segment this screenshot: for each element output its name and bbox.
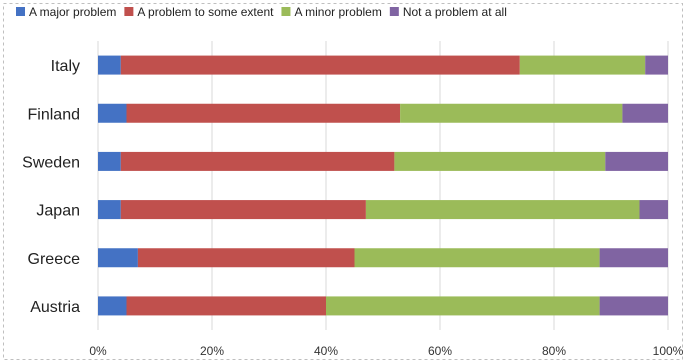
- bar-segment: [400, 103, 623, 123]
- bar-segment: [599, 296, 668, 316]
- bar-segment: [394, 151, 606, 171]
- x-tick-label: 40%: [314, 344, 338, 358]
- bar-segment: [120, 55, 520, 75]
- chart-frame: [3, 3, 683, 360]
- category-label: Greece: [28, 251, 81, 268]
- bar-segment: [98, 200, 121, 220]
- category-label: Sweden: [22, 154, 80, 171]
- legend-swatch: [16, 7, 25, 16]
- legend-label: Not a problem at all: [403, 5, 507, 19]
- bar-segment: [622, 103, 668, 123]
- bar-segment: [326, 296, 600, 316]
- bar-segment: [120, 200, 366, 220]
- bar-segment: [98, 296, 127, 316]
- x-tick-label: 100%: [653, 344, 684, 358]
- category-label: Austria: [30, 299, 80, 316]
- bar-segment: [519, 55, 646, 75]
- legend-label: A major problem: [29, 5, 116, 19]
- bar-segment: [98, 248, 138, 268]
- legend-label: A minor problem: [294, 5, 381, 19]
- bar-segment: [639, 200, 668, 220]
- legend-swatch: [389, 7, 399, 16]
- gridlines: [97, 41, 669, 330]
- legend-swatch: [124, 7, 134, 16]
- bar-segment: [137, 248, 355, 268]
- bar-segment: [126, 103, 401, 123]
- legend-label: A problem to some extent: [137, 5, 274, 19]
- x-tick-label: 80%: [542, 344, 566, 358]
- legend-swatch: [281, 7, 291, 16]
- legend: A major problem A problem to some extent A…: [16, 5, 507, 19]
- bar-segment: [98, 103, 127, 123]
- x-tick-label: 20%: [200, 344, 224, 358]
- x-axis-ticks: 0% 20% 40% 60% 80% 100%: [89, 344, 683, 358]
- bar-segment: [98, 55, 121, 75]
- bar-segment: [120, 151, 395, 171]
- category-label: Finland: [28, 106, 80, 123]
- x-tick-label: 0%: [89, 344, 107, 358]
- bar-segment: [365, 200, 640, 220]
- bar-segment: [605, 151, 668, 171]
- bars: [98, 55, 668, 316]
- category-labels: Italy Finland Sweden Japan Greece Austria: [22, 58, 80, 316]
- bar-segment: [98, 151, 121, 171]
- x-tick-label: 60%: [428, 344, 452, 358]
- category-label: Italy: [51, 58, 80, 75]
- bar-segment: [599, 248, 668, 268]
- bar-segment: [354, 248, 600, 268]
- bar-segment: [645, 55, 668, 75]
- bar-segment: [126, 296, 326, 316]
- category-label: Japan: [36, 203, 80, 220]
